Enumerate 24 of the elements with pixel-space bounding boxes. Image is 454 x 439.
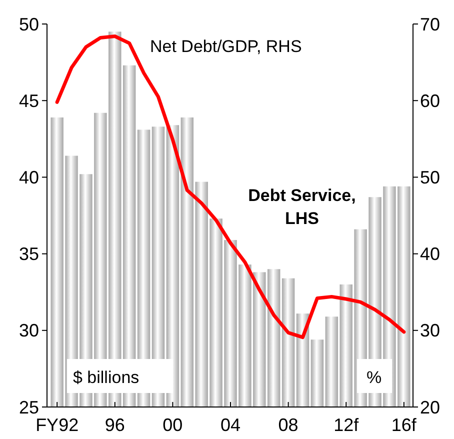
y-tick-label: 30 xyxy=(18,320,39,341)
y-tick-label: 35 xyxy=(18,244,39,264)
y2-tick-label: 60 xyxy=(420,90,440,111)
y2-tick-label: 20 xyxy=(420,397,440,418)
y2-tick-label: 30 xyxy=(420,320,440,341)
y-tick-label: 40 xyxy=(18,168,39,188)
series-label: Net Debt/GDP, RHS xyxy=(150,37,302,56)
series-label: Debt Service, LHS xyxy=(248,186,356,228)
y2-tick-label: 50 xyxy=(420,168,440,188)
y-tick-label: 50 xyxy=(18,14,39,34)
y-tick-label: 25 xyxy=(18,397,39,418)
y-axis-title: $ billions xyxy=(73,368,140,387)
x-tick-label: 08 xyxy=(278,415,298,435)
y2-tick-label: 40 xyxy=(420,244,440,264)
x-tick-label: 16f xyxy=(391,415,418,435)
x-tick-label: FY92 xyxy=(36,415,79,435)
x-tick-label: 00 xyxy=(162,415,183,435)
x-tick-label: 96 xyxy=(104,415,125,435)
y2-tick-label: 70 xyxy=(420,14,440,34)
x-tick-label: 04 xyxy=(220,415,241,435)
y2-axis-title: % xyxy=(366,368,382,387)
x-tick-label: 12f xyxy=(334,415,360,435)
line-series xyxy=(55,34,406,340)
y-tick-label: 45 xyxy=(18,90,39,111)
